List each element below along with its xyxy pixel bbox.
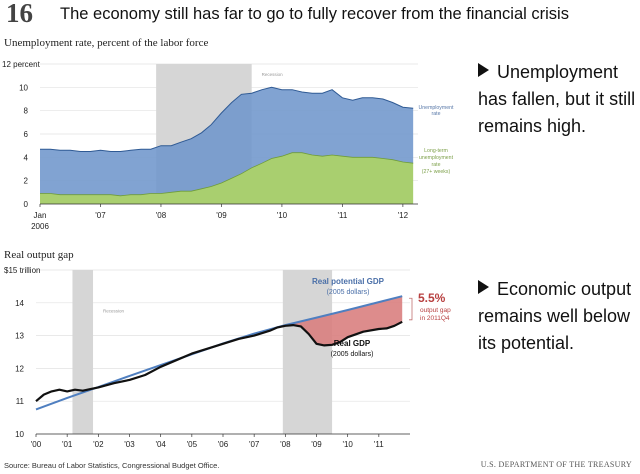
output-gap-chart: 10 11 12 13 14 $15 trillion Recession '00 '01 '02…: [4, 266, 451, 449]
x-tick-label: '08: [280, 440, 291, 449]
x-tick-label: '06: [218, 440, 229, 449]
bullet-output: Economic output remains well below its p…: [478, 276, 638, 357]
recession-band: [72, 270, 94, 434]
output-gap-chart-title: Real output gap: [4, 249, 74, 261]
unemployment-series-label: Unemployment rate: [419, 105, 454, 117]
real-gdp-sublabel: (2005 dollars): [331, 351, 374, 358]
x-tick-label: '08: [156, 211, 167, 220]
y-tick-label: 12: [15, 364, 24, 373]
treasury-logo-text: U.S. DEPARTMENT OF THE TREASURY: [480, 460, 632, 469]
x-tick-label: '10: [277, 211, 288, 220]
unemployment-chart-title: Unemployment rate, percent of the labor …: [4, 37, 209, 49]
slide-title: The economy still has far to go to fully…: [60, 5, 569, 23]
x-tick-label: '10: [342, 440, 353, 449]
y-tick-label: 2: [24, 177, 29, 186]
gap-label: output gap in 2011Q4: [420, 307, 451, 322]
x-tick-label: '11: [337, 211, 347, 220]
x-tick-label: '05: [187, 440, 198, 449]
slide-number: 16: [6, 0, 33, 28]
potential-gdp-sublabel: (2005 dollars): [327, 289, 370, 296]
gap-value: 5.5%: [418, 291, 446, 305]
potential-gdp-label: Real potential GDP: [312, 277, 385, 286]
x-tick-label: '11: [374, 440, 384, 449]
y-tick-label: 10: [19, 83, 28, 92]
x-tick-label: '09: [311, 440, 322, 449]
x-tick-label: '04: [155, 440, 166, 449]
x-tick-label: '07: [249, 440, 260, 449]
real-gdp-label: Real GDP: [334, 339, 371, 348]
y-tick-label: 10: [15, 430, 24, 439]
x-tick-label: '07: [95, 211, 106, 220]
y-tick-label: 0: [24, 200, 29, 209]
y-tick-label: 12 percent: [2, 60, 41, 69]
source-note: Source: Bureau of Labor Statistics, Cong…: [4, 461, 220, 470]
y-tick-label: 13: [15, 332, 24, 341]
unemployment-area: [40, 87, 414, 196]
x-tick-label: '12: [398, 211, 409, 220]
recession-label: Recession: [103, 309, 125, 314]
real-gdp-line: [35, 320, 403, 403]
longterm-line: [40, 152, 414, 197]
y-tick-label: 6: [24, 130, 29, 139]
x-tick-label: Jan 2006: [31, 211, 49, 231]
x-tick-label: '00: [31, 440, 42, 449]
bullet-output-text: Economic output remains well below its p…: [478, 279, 632, 353]
triangle-bullet-icon: [478, 63, 489, 77]
longterm-area: [40, 152, 414, 204]
bullet-unemployment-text: Unemployment has fallen, but it still re…: [478, 62, 636, 136]
y-tick-label: $15 trillion: [4, 266, 40, 275]
unemployment-chart: 0 2 4 6 8 10 12 percent Recession Jan 2006 '07 '08 '…: [2, 60, 454, 231]
triangle-bullet-icon: [478, 280, 489, 294]
slide-header: 16 The economy still has far to go to fu…: [0, 0, 640, 30]
x-tick-label: '09: [216, 211, 227, 220]
longterm-series-label: Long-term unemployment rate (27+ weeks): [419, 148, 454, 175]
x-tick-label: '03: [124, 440, 135, 449]
y-tick-label: 4: [24, 153, 29, 162]
recession-label: Recession: [262, 72, 284, 77]
x-tick-label: '01: [62, 440, 73, 449]
y-tick-label: 11: [16, 397, 25, 406]
unemployment-line: [40, 86, 414, 152]
gap-bracket: [409, 297, 413, 321]
x-tick-label: '02: [93, 440, 104, 449]
y-tick-label: 14: [15, 299, 24, 308]
recession-band: [282, 270, 333, 434]
y-tick-label: 8: [24, 107, 29, 116]
bullet-unemployment: Unemployment has fallen, but it still re…: [478, 59, 638, 140]
output-gap-area: [293, 296, 403, 346]
